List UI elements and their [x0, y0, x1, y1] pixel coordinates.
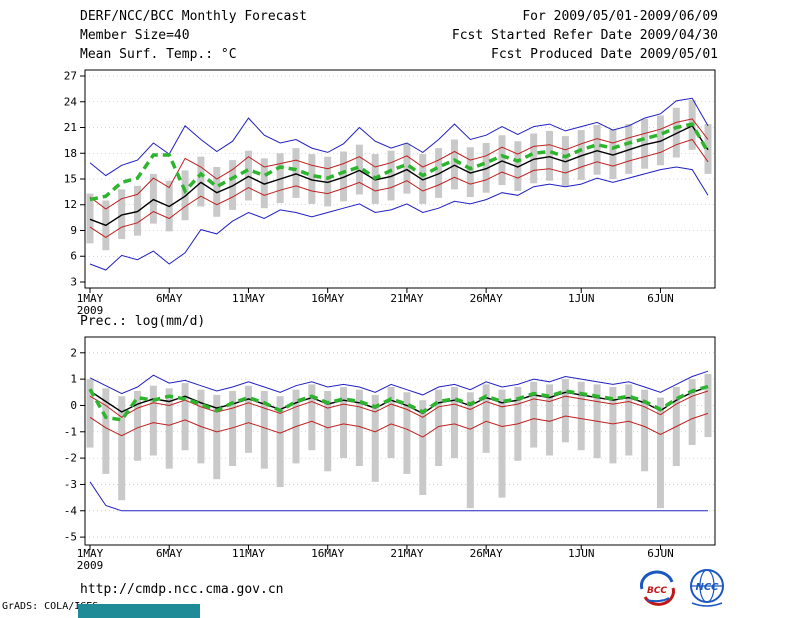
svg-text:0: 0 [70, 399, 77, 412]
svg-text:26MAY: 26MAY [470, 547, 503, 560]
svg-text:9: 9 [70, 224, 77, 237]
ncc-logo-text: NCC [695, 582, 719, 593]
svg-text:1JUN: 1JUN [568, 292, 595, 305]
grads-credit: GrADS: COLA/IGES [2, 601, 99, 612]
header-right: For 2009/05/01-2009/06/09 Fcst Started R… [452, 7, 718, 64]
svg-text:6JUN: 6JUN [647, 547, 674, 560]
svg-text:-5: -5 [64, 531, 77, 544]
produced-date-label: Fcst Produced Date 2009/05/01 [491, 47, 718, 62]
website-url: http://cmdp.ncc.cma.gov.cn [80, 582, 284, 597]
header-left: DERF/NCC/BCC Monthly Forecast Member Siz… [80, 7, 307, 64]
svg-text:-2: -2 [64, 452, 77, 465]
bcc-logo: BCC [639, 570, 675, 606]
svg-text:16MAY: 16MAY [311, 547, 344, 560]
svg-text:21: 21 [64, 121, 77, 134]
temperature-chart-title: Mean Surf. Temp.: °C [80, 47, 237, 62]
svg-text:24: 24 [64, 95, 78, 108]
svg-text:6JUN: 6JUN [647, 292, 674, 305]
svg-text:18: 18 [64, 147, 77, 160]
svg-text:2009: 2009 [77, 304, 104, 317]
svg-text:27: 27 [64, 70, 77, 83]
page-title: DERF/NCC/BCC Monthly Forecast [80, 9, 307, 24]
svg-text:3: 3 [70, 275, 77, 288]
svg-text:12: 12 [64, 198, 77, 211]
refer-date-label: Fcst Started Refer Date 2009/04/30 [451, 28, 718, 43]
svg-text:2: 2 [70, 346, 77, 359]
bcc-logo-base-arc [646, 597, 670, 603]
svg-text:21MAY: 21MAY [390, 547, 423, 560]
svg-text:1: 1 [70, 373, 77, 386]
svg-text:6MAY: 6MAY [156, 547, 183, 560]
svg-text:11MAY: 11MAY [232, 547, 265, 560]
bcc-logo-blue-ribbon [639, 570, 674, 590]
teal-bar [78, 604, 200, 618]
svg-text:15: 15 [64, 173, 77, 186]
svg-text:-4: -4 [64, 504, 78, 517]
svg-text:1JUN: 1JUN [568, 547, 595, 560]
forecast-range-label: For 2009/05/01-2009/06/09 [522, 9, 718, 24]
footer-logos: BCC NCC [636, 566, 730, 610]
svg-text:2009: 2009 [77, 559, 104, 572]
ncc-logo-laurel [691, 602, 723, 607]
ncc-logo: NCC [690, 569, 724, 607]
svg-text:16MAY: 16MAY [311, 292, 344, 305]
member-size-label: Member Size=40 [80, 28, 190, 43]
svg-text:-1: -1 [64, 425, 77, 438]
svg-text:-3: -3 [64, 478, 77, 491]
svg-text:6: 6 [70, 250, 77, 263]
bcc-logo-text: BCC [647, 586, 667, 596]
svg-text:11MAY: 11MAY [232, 292, 265, 305]
svg-text:1MAY: 1MAY [77, 292, 104, 305]
precipitation-chart-title: Prec.: log(mm/d) [80, 314, 206, 329]
svg-text:1MAY: 1MAY [77, 547, 104, 560]
svg-text:6MAY: 6MAY [156, 292, 183, 305]
svg-text:26MAY: 26MAY [470, 292, 503, 305]
svg-text:21MAY: 21MAY [390, 292, 423, 305]
